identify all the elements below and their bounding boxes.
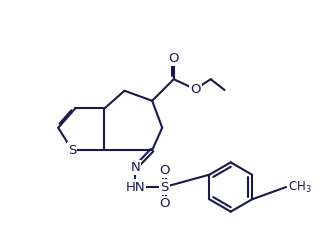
Text: O: O (159, 164, 170, 177)
Text: O: O (168, 52, 179, 65)
Text: S: S (160, 181, 169, 193)
Text: O: O (190, 83, 201, 96)
Text: CH$_3$: CH$_3$ (288, 180, 311, 195)
Text: S: S (68, 144, 76, 156)
Text: HN: HN (125, 181, 145, 193)
Text: O: O (159, 198, 170, 210)
Text: N: N (130, 161, 140, 174)
